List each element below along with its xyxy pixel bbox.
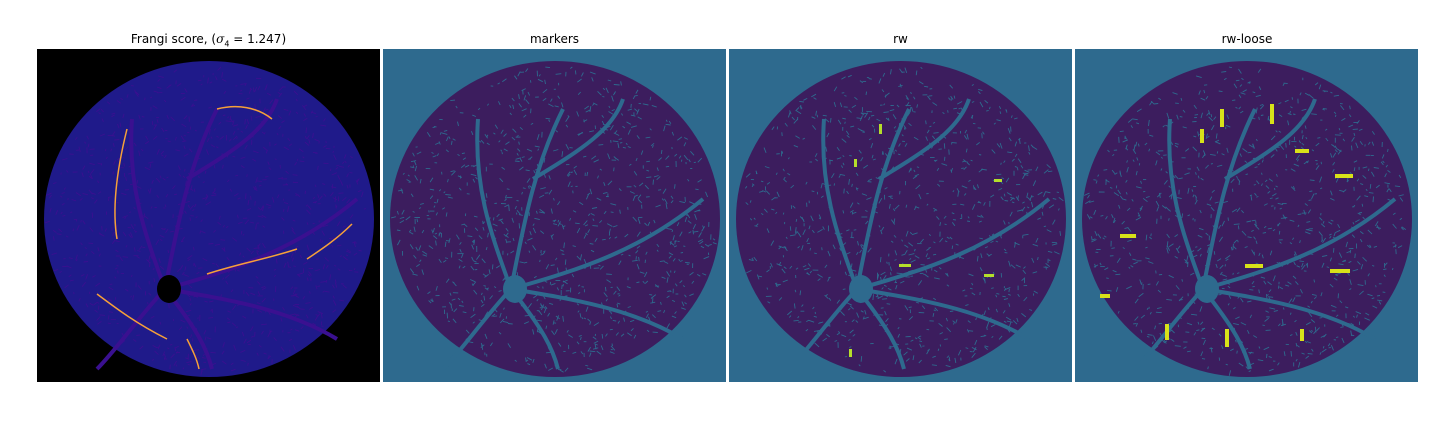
rw-highlights xyxy=(849,124,1002,357)
rw-image xyxy=(729,49,1072,382)
rw-loose-image xyxy=(1075,49,1419,382)
panel-title-frangi: Frangi score, (σ4 = 1.247) xyxy=(130,32,287,49)
retina-disc xyxy=(390,61,720,377)
vessel-tree xyxy=(787,98,1051,371)
optic-disc xyxy=(1195,275,1219,303)
retina-disc xyxy=(736,61,1066,377)
rw-svg xyxy=(729,49,1072,382)
optic-disc xyxy=(849,275,873,303)
vessel-highlights xyxy=(96,106,353,370)
frangi-score-image xyxy=(37,49,380,382)
markers-image xyxy=(383,49,726,382)
markers-svg xyxy=(383,49,726,382)
panel-title-rw-loose: rw-loose xyxy=(1221,32,1273,46)
vessel-tree xyxy=(1133,98,1397,371)
optic-disc xyxy=(157,275,181,303)
rw-loose-highlights xyxy=(1100,104,1353,347)
frangi-score-svg xyxy=(37,49,380,382)
retina-disc xyxy=(1082,61,1412,377)
optic-disc xyxy=(503,275,527,303)
panel-title-rw: rw xyxy=(893,32,908,46)
panel-title-markers: markers xyxy=(529,32,580,46)
rw-loose-svg xyxy=(1075,49,1418,382)
vessel-tree xyxy=(441,98,705,371)
retina-disc xyxy=(44,61,374,377)
